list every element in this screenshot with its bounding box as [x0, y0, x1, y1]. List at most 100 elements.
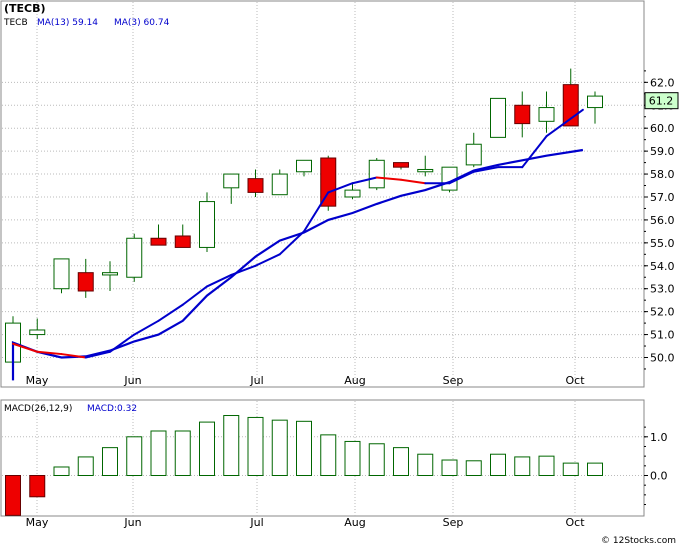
macd-bar — [5, 475, 21, 516]
price-y-tick-label: 50.0 — [650, 352, 675, 365]
candle-body — [53, 258, 70, 290]
candle-body — [271, 173, 288, 196]
candle-body — [296, 159, 312, 173]
macd-bar — [223, 415, 240, 477]
ma3-segment — [12, 342, 39, 353]
macd-y-tick-label: 0.0 — [650, 470, 668, 483]
ma3-segment — [60, 353, 87, 359]
moving-average-lines — [11, 108, 584, 381]
macd-histogram — [5, 415, 603, 516]
macd-bar — [126, 436, 143, 476]
legend-ma13: MA(13) 59.14 — [37, 18, 98, 28]
candle-body — [514, 104, 531, 125]
ma3-segment — [472, 166, 499, 173]
macd-bar — [320, 434, 337, 476]
macd-x-tick-label: Sep — [443, 516, 464, 529]
candlestick-series — [5, 68, 603, 367]
candle-body — [538, 107, 555, 122]
price-x-tick-label: Aug — [344, 374, 365, 387]
macd-title: MACD(26,12,9) — [4, 404, 72, 414]
price-x-tick-label: Jun — [123, 374, 141, 387]
price-y-tick-label: 59.0 — [650, 145, 675, 158]
ma3-segment — [206, 273, 233, 288]
macd-bar — [490, 453, 506, 476]
macd-x-tick-label: Oct — [565, 516, 585, 529]
candle-body — [587, 95, 603, 109]
candle-body — [490, 97, 506, 138]
ma3-segment — [230, 264, 257, 276]
macd-bar — [296, 420, 312, 477]
macd-x-tick-label: Aug — [344, 516, 365, 529]
ma3-segment — [521, 135, 548, 169]
macd-bar — [441, 459, 458, 476]
ma13-line — [11, 148, 584, 381]
macd-bar — [247, 416, 264, 477]
candle-body — [320, 157, 337, 207]
ma3-segment — [545, 108, 584, 138]
ma3-segment — [375, 176, 402, 181]
candle-body — [150, 237, 167, 246]
price-y-tick-label: 54.0 — [650, 260, 675, 273]
ma3-segment — [133, 319, 160, 336]
ma3-segment — [254, 253, 281, 267]
macd-bar — [562, 462, 579, 476]
price-y-tick-label: 56.0 — [650, 214, 675, 227]
last-price-label: 61.2 — [649, 95, 674, 108]
price-y-tick-label: 52.0 — [650, 306, 675, 319]
ma3-segment — [109, 333, 136, 353]
price-y-tick-label: 58.0 — [650, 168, 675, 181]
candle-body — [199, 201, 215, 248]
macd-bar — [150, 430, 167, 476]
macd-y-tick-label: 1.0 — [650, 431, 668, 444]
price-y-tick-label: 60.0 — [650, 122, 675, 135]
legend-symbol: TECB — [3, 18, 28, 28]
ma3-segment — [278, 230, 305, 256]
macd-legend-label: MACD:0.32 — [87, 404, 137, 414]
macd-bar — [587, 462, 603, 476]
macd-x-tick-label: Jun — [123, 516, 141, 529]
candle-body — [417, 168, 434, 173]
price-x-axis: May Jun Jul Aug Sep Oct — [26, 374, 586, 387]
ma3-segment — [36, 350, 63, 356]
price-y-tick-label: 53.0 — [650, 283, 675, 296]
macd-bar — [417, 453, 434, 476]
price-x-tick-label: Sep — [443, 374, 464, 387]
price-x-tick-label: May — [26, 374, 49, 387]
macd-bar — [368, 443, 385, 476]
legend-ma3: MA(3) 60.74 — [114, 18, 170, 28]
price-y-tick-label: 57.0 — [650, 191, 675, 204]
macd-bar — [344, 440, 361, 476]
price-y-tick-label: 51.0 — [650, 329, 675, 342]
candle-body — [29, 329, 46, 336]
candle-body — [174, 235, 191, 248]
ma3-segment — [303, 191, 330, 233]
macd-bar — [538, 455, 555, 476]
candle-body — [393, 162, 409, 168]
ma3-segment — [448, 170, 475, 185]
macd-bar — [393, 447, 409, 476]
candle-body — [465, 143, 482, 166]
candle-body — [77, 272, 94, 292]
ma3-segment — [351, 176, 378, 185]
ma3-segment — [84, 350, 111, 359]
watermark: © 12Stocks.com — [601, 536, 676, 546]
last-price-box — [644, 92, 679, 110]
macd-bar — [465, 460, 482, 477]
candle-body — [247, 178, 264, 193]
price-legend: TECB MA(13) 59.14 MA(3) 60.74 — [3, 18, 170, 28]
candle-body — [126, 237, 143, 278]
macd-x-tick-label: May — [26, 516, 49, 529]
macd-bar — [29, 475, 46, 498]
ma3-segment — [157, 303, 184, 322]
macd-bar — [271, 419, 288, 476]
macd-bar — [77, 456, 94, 477]
macd-x-axis: May Jun Jul Aug Sep Oct — [26, 516, 586, 529]
ma3-segment — [400, 178, 427, 185]
ma3-segment — [181, 285, 208, 306]
macd-bar — [174, 430, 191, 476]
chart-title: (TECB) — [4, 2, 46, 15]
price-y-tick-label: 62.0 — [650, 76, 675, 89]
macd-y-axis: 0.0 1.0 — [644, 426, 668, 506]
candle-body — [368, 159, 385, 189]
